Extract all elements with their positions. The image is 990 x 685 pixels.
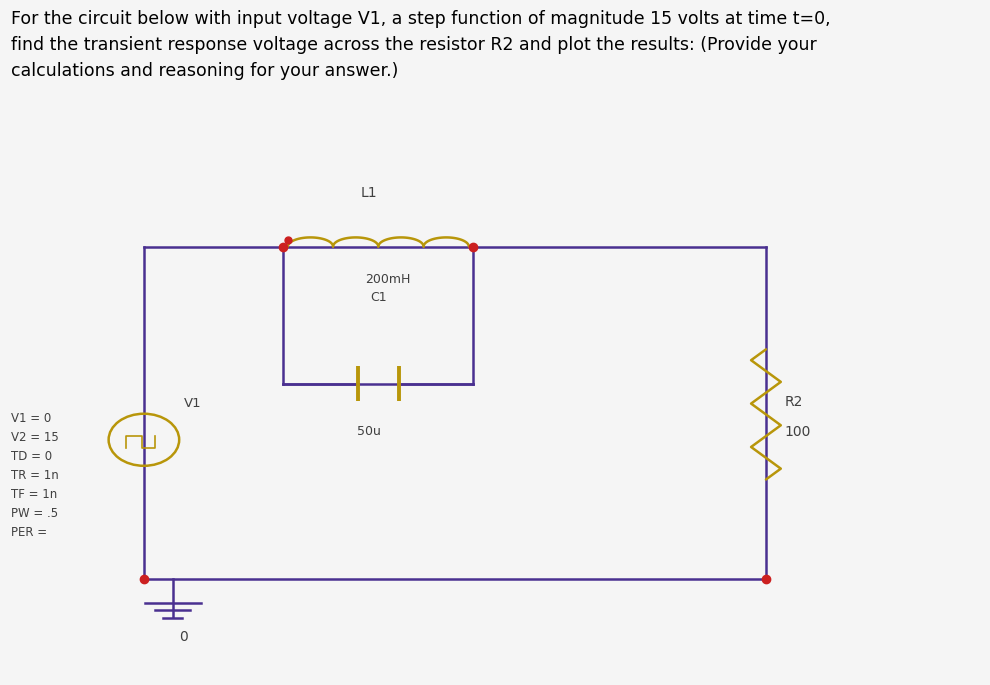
Text: 100: 100 (784, 425, 811, 438)
Text: 0: 0 (179, 630, 188, 644)
Text: L1: L1 (360, 186, 377, 200)
Text: 200mH: 200mH (365, 273, 410, 286)
Text: R2: R2 (784, 395, 803, 409)
Text: 50u: 50u (357, 425, 381, 438)
Text: V1: V1 (184, 397, 201, 410)
Text: V1 = 0
V2 = 15
TD = 0
TR = 1n
TF = 1n
PW = .5
PER =: V1 = 0 V2 = 15 TD = 0 TR = 1n TF = 1n PW… (11, 412, 58, 539)
Text: C1: C1 (370, 292, 387, 304)
Text: For the circuit below with input voltage V1, a step function of magnitude 15 vol: For the circuit below with input voltage… (11, 10, 831, 79)
